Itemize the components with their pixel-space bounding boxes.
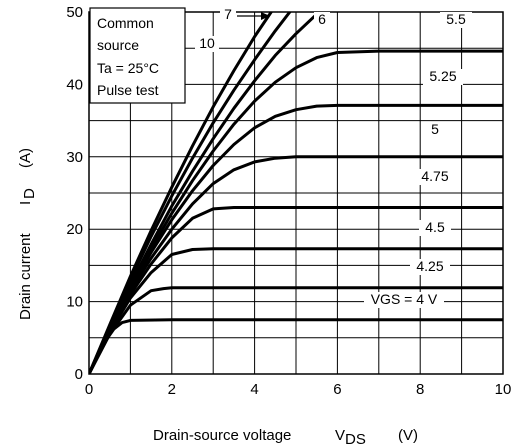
x-tick-label: 6 bbox=[333, 381, 341, 398]
series-line bbox=[89, 286, 503, 374]
curve-label-bg bbox=[314, 12, 330, 28]
label-arrow bbox=[237, 12, 270, 20]
curve-label: VGS = 4 V bbox=[364, 291, 444, 308]
series-line bbox=[89, 12, 273, 374]
x-axis-subscript: DS bbox=[345, 431, 366, 446]
curve-label: 5.5 bbox=[440, 11, 472, 28]
x-axis-symbol: V bbox=[335, 427, 345, 444]
conditions-box: Common source Ta = 25°C Pulse test bbox=[89, 7, 186, 104]
curve-label: 4.5 bbox=[419, 219, 451, 236]
curve-label-bg bbox=[364, 292, 444, 308]
x-tick-label: 8 bbox=[416, 381, 424, 398]
curve-label-text: 7 bbox=[224, 6, 232, 22]
y-tick-label: 50 bbox=[66, 4, 83, 21]
condition-line-2: source bbox=[97, 37, 139, 53]
curve-label-bg bbox=[410, 259, 450, 275]
y-tick-label: 30 bbox=[66, 149, 83, 166]
curve-label-text: 4.75 bbox=[421, 168, 448, 184]
curves bbox=[89, 12, 503, 374]
y-tick-label: 20 bbox=[66, 221, 83, 238]
curve-label-bg bbox=[440, 12, 472, 28]
curve-label: 7 bbox=[220, 6, 236, 23]
curve-label: 5.25 bbox=[423, 68, 463, 85]
curve-label-text: 5.25 bbox=[429, 68, 456, 84]
curve-label-text: 10 bbox=[199, 35, 215, 51]
x-tick-label: 10 bbox=[495, 381, 512, 398]
curve-label-text: 4.5 bbox=[425, 219, 445, 235]
y-tick-label: 10 bbox=[66, 294, 83, 311]
plot-frame bbox=[88, 11, 504, 375]
curve-label-text: 4.25 bbox=[416, 258, 443, 274]
x-axis-unit: (V) bbox=[398, 427, 418, 444]
condition-line-4: Pulse test bbox=[97, 82, 159, 98]
curve-label-bg bbox=[195, 36, 219, 52]
y-axis-title: Drain current I D (A) bbox=[17, 148, 38, 320]
y-axis-unit: (A) bbox=[17, 148, 34, 168]
curve-label-text: 6 bbox=[318, 11, 326, 27]
x-tick-label: 2 bbox=[168, 381, 176, 398]
x-tick-label: 0 bbox=[85, 381, 93, 398]
curve-label-text: 5 bbox=[431, 121, 439, 137]
curve-labels: VGS = 4 V 4.25 4.5 4.75 5 5.25 5.5 6 10 7 bbox=[195, 6, 472, 308]
curve-label: 5 bbox=[427, 121, 443, 138]
curve-label-text: VGS = 4 V bbox=[371, 291, 438, 307]
curve-label-bg bbox=[220, 7, 236, 23]
x-axis-label: Drain-source voltage bbox=[153, 427, 291, 444]
curve-label-bg bbox=[419, 220, 451, 236]
condition-line-1: Common bbox=[97, 15, 154, 31]
y-axis-label: Drain current bbox=[17, 232, 34, 320]
curve-label-bg bbox=[423, 69, 463, 85]
curve-label-text: 5.5 bbox=[446, 11, 466, 27]
curve-label-bg bbox=[415, 169, 455, 185]
curve-label: 4.25 bbox=[410, 258, 450, 275]
series-line bbox=[89, 206, 503, 374]
curve-label-bg bbox=[427, 122, 443, 138]
conditions-box-frame bbox=[89, 7, 186, 104]
y-axis-symbol: I bbox=[17, 201, 34, 205]
curve-label: 10 bbox=[195, 35, 219, 52]
y-tick-label: 40 bbox=[66, 76, 83, 93]
y-tick-label: 0 bbox=[75, 366, 83, 383]
condition-line-3: Ta = 25°C bbox=[97, 60, 159, 76]
curve-label: 6 bbox=[314, 11, 330, 28]
curve-label: 4.75 bbox=[415, 168, 455, 185]
x-tick-label: 4 bbox=[250, 381, 258, 398]
series-line bbox=[89, 12, 319, 374]
arrow-head bbox=[261, 12, 270, 20]
x-axis-title: Drain-source voltage V DS (V) bbox=[153, 427, 418, 446]
tick-labels: 0 2 4 6 8 10 0 10 20 30 40 50 bbox=[66, 4, 511, 398]
y-axis-subscript: D bbox=[21, 188, 38, 199]
